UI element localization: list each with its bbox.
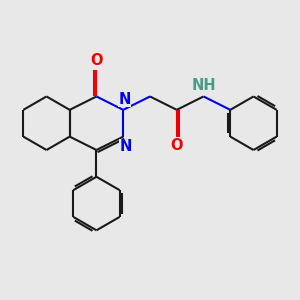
Text: NH: NH: [191, 78, 216, 93]
Text: N: N: [118, 92, 131, 106]
Text: O: O: [90, 53, 103, 68]
Text: O: O: [170, 138, 183, 153]
Text: N: N: [120, 139, 132, 154]
